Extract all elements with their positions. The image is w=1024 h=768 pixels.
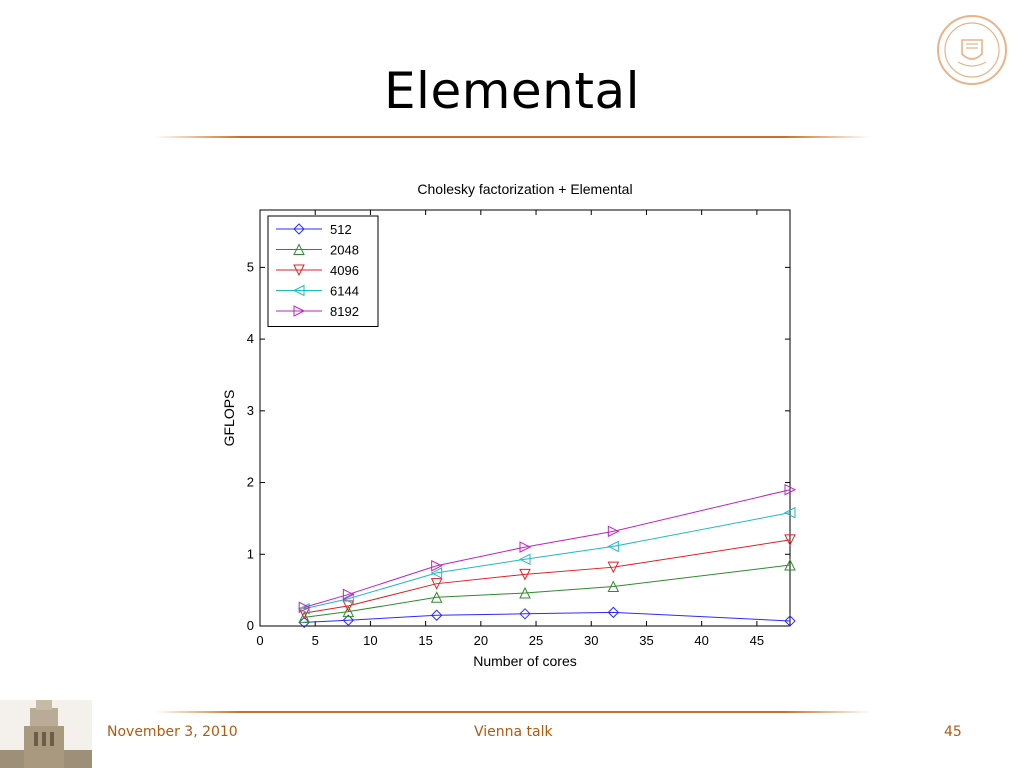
x-axis-label: Number of cores — [473, 653, 576, 669]
x-tick-label: 25 — [529, 633, 543, 648]
x-tick-label: 45 — [750, 633, 764, 648]
legend-label: 512 — [330, 222, 352, 237]
data-point — [784, 615, 796, 627]
footer-divider — [155, 711, 870, 713]
y-tick-label: 4 — [247, 331, 254, 346]
data-point — [519, 541, 532, 553]
x-tick-label: 40 — [694, 633, 708, 648]
chart-title: Cholesky factorization + Elemental — [417, 181, 632, 197]
y-tick-label: 1 — [247, 546, 254, 561]
x-tick-label: 35 — [639, 633, 653, 648]
data-point — [607, 580, 620, 593]
data-point — [298, 602, 310, 615]
gflops-chart: Cholesky factorization + Elemental 0 5 10 1… — [221, 181, 797, 669]
legend: 512 2048 4096 6144 8192 — [267, 215, 379, 327]
footer-date: November 3, 2010 — [107, 724, 238, 740]
data-point — [519, 568, 531, 581]
legend-label: 8192 — [330, 304, 359, 319]
y-axis: 0 1 2 3 4 5 — [247, 259, 790, 633]
data-point — [784, 558, 796, 571]
series-line — [304, 611, 791, 623]
series-line — [304, 489, 791, 608]
data-point — [607, 525, 620, 538]
data-point — [342, 588, 355, 601]
legend-marker — [293, 223, 305, 235]
x-axis: 0 5 10 15 20 25 30 35 40 45 — [256, 210, 764, 648]
data-point — [430, 567, 443, 579]
x-tick-label: 15 — [418, 633, 432, 648]
data-point — [430, 578, 443, 590]
series-4096 — [298, 534, 796, 620]
data-point — [607, 561, 620, 574]
legend-item-4096: 4096 — [276, 263, 359, 278]
university-tower-icon — [0, 700, 92, 768]
x-tick-label: 30 — [584, 633, 598, 648]
data-point — [518, 553, 531, 566]
data-point — [298, 601, 311, 614]
data-point — [607, 540, 619, 553]
series-8192 — [298, 483, 797, 614]
data-point — [298, 611, 310, 623]
y-tick-label: 2 — [247, 475, 254, 490]
data-point — [342, 605, 355, 618]
legend-label: 2048 — [330, 243, 359, 258]
footer-title: Vienna talk — [474, 724, 553, 740]
legend-marker — [293, 243, 305, 255]
data-point — [783, 506, 796, 519]
x-tick-label: 10 — [363, 633, 377, 648]
legend-box — [267, 215, 379, 327]
title-divider — [155, 136, 870, 138]
series-6144 — [298, 506, 796, 615]
y-tick-label: 3 — [247, 403, 254, 418]
x-tick-label: 0 — [256, 633, 263, 648]
series-line — [304, 539, 791, 614]
series-line — [304, 512, 791, 610]
y-tick-label: 5 — [247, 259, 254, 274]
series-layer — [298, 483, 797, 629]
legend-label: 6144 — [330, 284, 359, 299]
series-line — [304, 564, 791, 618]
legend-label: 4096 — [330, 263, 359, 278]
x-tick-label: 20 — [474, 633, 488, 648]
university-seal-icon — [937, 15, 1007, 85]
legend-item-2048: 2048 — [276, 243, 359, 258]
legend-item-512: 512 — [276, 222, 352, 237]
y-tick-label: 0 — [247, 618, 254, 633]
series-2048 — [298, 558, 796, 623]
series-512 — [298, 606, 796, 629]
data-point — [298, 616, 310, 629]
data-point — [519, 608, 531, 620]
data-point — [342, 614, 355, 626]
data-point — [784, 483, 797, 496]
y-axis-label: GFLOPS — [221, 390, 237, 447]
legend-marker — [292, 284, 305, 297]
data-point — [784, 534, 796, 547]
data-point — [519, 586, 531, 599]
data-point — [342, 592, 354, 605]
page-number: 45 — [944, 724, 962, 740]
legend-item-6144: 6144 — [276, 284, 359, 299]
data-point — [430, 609, 443, 621]
data-point — [607, 606, 620, 619]
legend-item-8192: 8192 — [276, 304, 359, 319]
slide-title: Elemental — [383, 62, 641, 120]
data-point — [431, 559, 443, 572]
legend-marker — [293, 305, 306, 317]
legend-marker — [293, 264, 305, 277]
x-tick-label: 5 — [312, 633, 319, 648]
data-point — [430, 591, 443, 603]
